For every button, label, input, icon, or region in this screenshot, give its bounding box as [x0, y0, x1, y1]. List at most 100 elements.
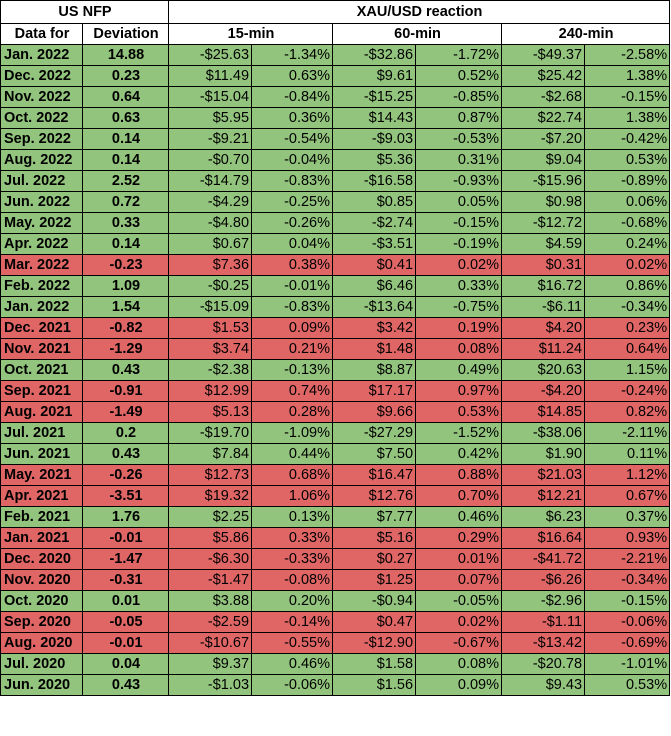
- reaction-15min-percent-cell: 0.09%: [251, 317, 334, 339]
- reaction-240min-dollar-cell: -$20.78: [501, 653, 586, 675]
- deviation-cell: -0.05: [81, 611, 170, 633]
- date-cell: Dec. 2022: [0, 65, 83, 87]
- reaction-240min-percent-cell: 0.11%: [584, 443, 671, 465]
- reaction-240min-percent-cell: -0.89%: [584, 170, 671, 192]
- reaction-240min-percent-cell: 0.67%: [584, 485, 671, 507]
- reaction-15min-dollar-cell: -$6.30: [168, 548, 253, 570]
- date-cell: May. 2022: [0, 212, 83, 234]
- reaction-15min-dollar-cell: $5.13: [168, 401, 253, 423]
- date-cell: Jul. 2022: [0, 170, 83, 192]
- reaction-60min-dollar-cell: $8.87: [332, 359, 417, 381]
- reaction-15min-percent-cell: 0.20%: [251, 590, 334, 612]
- reaction-240min-percent-cell: 0.24%: [584, 233, 671, 255]
- table-row: Jan. 2022 1.54 -$15.09 -0.83% -$13.64 -0.75% -…: [0, 296, 671, 318]
- reaction-240min-dollar-cell: $0.31: [501, 254, 586, 276]
- table-row: Feb. 2021 1.76 $2.25 0.13% $7.77 0.46% $6.23 0.…: [0, 506, 671, 528]
- deviation-cell: -0.23: [81, 254, 170, 276]
- reaction-60min-dollar-cell: $7.50: [332, 443, 417, 465]
- reaction-60min-dollar-cell: $9.61: [332, 65, 417, 87]
- reaction-60min-dollar-cell: -$9.03: [332, 128, 417, 150]
- deviation-cell: -0.31: [81, 569, 170, 591]
- reaction-60min-dollar-cell: -$16.58: [332, 170, 417, 192]
- date-cell: Jan. 2022: [0, 44, 83, 66]
- deviation-cell: 0.01: [81, 590, 170, 612]
- reaction-15min-percent-cell: 0.13%: [251, 506, 334, 528]
- reaction-60min-dollar-cell: $9.66: [332, 401, 417, 423]
- reaction-60min-percent-cell: 0.19%: [415, 317, 503, 339]
- min60-header: 60-min: [332, 23, 503, 45]
- reaction-240min-percent-cell: -2.11%: [584, 422, 671, 444]
- reaction-60min-dollar-cell: $0.47: [332, 611, 417, 633]
- table-row: Apr. 2022 0.14 $0.67 0.04% -$3.51 -0.19% $4.59…: [0, 233, 671, 255]
- reaction-240min-percent-cell: 0.93%: [584, 527, 671, 549]
- reaction-15min-dollar-cell: -$1.03: [168, 674, 253, 696]
- reaction-240min-dollar-cell: -$13.42: [501, 632, 586, 654]
- reaction-15min-dollar-cell: -$15.04: [168, 86, 253, 108]
- date-cell: Aug. 2021: [0, 401, 83, 423]
- reaction-15min-percent-cell: 0.04%: [251, 233, 334, 255]
- reaction-15min-dollar-cell: -$4.29: [168, 191, 253, 213]
- reaction-60min-percent-cell: 0.70%: [415, 485, 503, 507]
- reaction-240min-dollar-cell: $11.24: [501, 338, 586, 360]
- reaction-15min-percent-cell: -0.04%: [251, 149, 334, 171]
- reaction-240min-percent-cell: 0.37%: [584, 506, 671, 528]
- reaction-60min-percent-cell: 0.07%: [415, 569, 503, 591]
- deviation-cell: 0.23: [81, 65, 170, 87]
- date-cell: Aug. 2020: [0, 632, 83, 654]
- reaction-15min-dollar-cell: $19.32: [168, 485, 253, 507]
- reaction-60min-dollar-cell: -$27.29: [332, 422, 417, 444]
- reaction-15min-dollar-cell: -$4.80: [168, 212, 253, 234]
- deviation-cell: 1.76: [81, 506, 170, 528]
- reaction-60min-percent-cell: 0.49%: [415, 359, 503, 381]
- min240-header: 240-min: [501, 23, 671, 45]
- reaction-15min-percent-cell: 0.74%: [251, 380, 334, 402]
- reaction-15min-dollar-cell: -$0.70: [168, 149, 253, 171]
- reaction-15min-dollar-cell: -$15.09: [168, 296, 253, 318]
- table-row: Aug. 2022 0.14 -$0.70 -0.04% $5.36 0.31% $9.04…: [0, 149, 671, 171]
- table-row: May. 2022 0.33 -$4.80 -0.26% -$2.74 -0.15% -$1…: [0, 212, 671, 234]
- reaction-240min-percent-cell: -0.42%: [584, 128, 671, 150]
- reaction-60min-dollar-cell: $5.16: [332, 527, 417, 549]
- reaction-240min-percent-cell: 0.64%: [584, 338, 671, 360]
- reaction-240min-percent-cell: -0.69%: [584, 632, 671, 654]
- reaction-60min-dollar-cell: -$0.94: [332, 590, 417, 612]
- reaction-60min-percent-cell: 0.52%: [415, 65, 503, 87]
- table-row: Sep. 2020 -0.05 -$2.59 -0.14% $0.47 0.02% -$1.…: [0, 611, 671, 633]
- table-row: Aug. 2020 -0.01 -$10.67 -0.55% -$12.90 -0.67%…: [0, 632, 671, 654]
- date-cell: Sep. 2021: [0, 380, 83, 402]
- reaction-240min-percent-cell: 0.53%: [584, 149, 671, 171]
- reaction-60min-dollar-cell: $1.25: [332, 569, 417, 591]
- reaction-15min-dollar-cell: -$2.38: [168, 359, 253, 381]
- reaction-15min-percent-cell: 0.33%: [251, 527, 334, 549]
- reaction-240min-percent-cell: 0.06%: [584, 191, 671, 213]
- reaction-15min-dollar-cell: -$2.59: [168, 611, 253, 633]
- table-row: Apr. 2021 -3.51 $19.32 1.06% $12.76 0.70% $12.…: [0, 485, 671, 507]
- deviation-cell: -0.01: [81, 632, 170, 654]
- reaction-15min-dollar-cell: $12.73: [168, 464, 253, 486]
- reaction-15min-dollar-cell: -$19.70: [168, 422, 253, 444]
- reaction-60min-percent-cell: 0.01%: [415, 548, 503, 570]
- reaction-240min-percent-cell: 1.15%: [584, 359, 671, 381]
- reaction-240min-percent-cell: -0.06%: [584, 611, 671, 633]
- reaction-15min-dollar-cell: $5.95: [168, 107, 253, 129]
- xau-reaction-header: XAU/USD reaction: [168, 0, 671, 24]
- reaction-60min-percent-cell: 0.09%: [415, 674, 503, 696]
- date-cell: Feb. 2022: [0, 275, 83, 297]
- reaction-240min-percent-cell: -0.34%: [584, 569, 671, 591]
- reaction-60min-dollar-cell: -$32.86: [332, 44, 417, 66]
- reaction-60min-dollar-cell: $1.56: [332, 674, 417, 696]
- reaction-60min-percent-cell: -0.75%: [415, 296, 503, 318]
- reaction-240min-dollar-cell: $16.72: [501, 275, 586, 297]
- date-cell: Dec. 2021: [0, 317, 83, 339]
- date-cell: Oct. 2021: [0, 359, 83, 381]
- table-row: Nov. 2022 0.64 -$15.04 -0.84% -$15.25 -0.85% -…: [0, 86, 671, 108]
- reaction-15min-dollar-cell: $0.67: [168, 233, 253, 255]
- reaction-60min-dollar-cell: -$15.25: [332, 86, 417, 108]
- date-cell: Jun. 2020: [0, 674, 83, 696]
- date-cell: Feb. 2021: [0, 506, 83, 528]
- deviation-cell: -1.47: [81, 548, 170, 570]
- reaction-15min-percent-cell: 0.21%: [251, 338, 334, 360]
- date-cell: Apr. 2022: [0, 233, 83, 255]
- table-row: Aug. 2021 -1.49 $5.13 0.28% $9.66 0.53% $14.85…: [0, 401, 671, 423]
- reaction-240min-dollar-cell: $20.63: [501, 359, 586, 381]
